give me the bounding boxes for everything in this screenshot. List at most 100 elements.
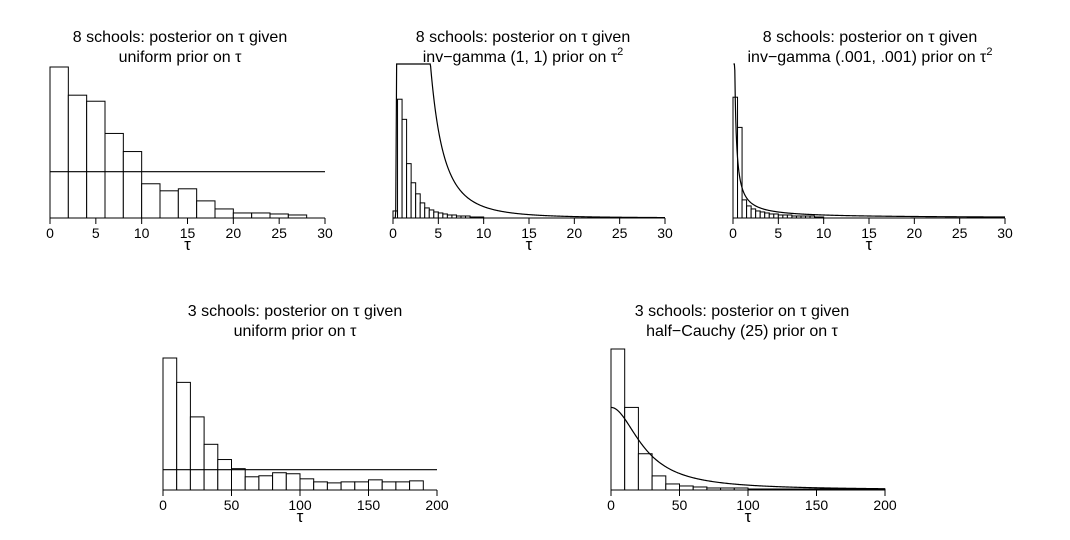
panel-8-schools-invgamma-1-1: 8 schools: posterior on τ giveninv−gamma… — [389, 29, 673, 254]
histogram-bar — [409, 480, 424, 491]
histogram-bar — [410, 182, 417, 219]
histogram-bar — [433, 211, 439, 219]
x-tick-label: 20 — [567, 225, 583, 241]
histogram-bar — [381, 481, 397, 491]
histogram-bar — [285, 473, 301, 491]
x-tick-label: 15 — [180, 225, 196, 241]
histogram-bar — [203, 443, 219, 491]
histogram-bar — [189, 416, 205, 491]
histogram-bar — [49, 66, 69, 219]
histogram-bar — [244, 476, 260, 491]
histogram-bar — [272, 472, 287, 491]
histogram-bar — [428, 209, 435, 219]
histogram-bar — [665, 483, 680, 491]
histogram-bar — [750, 208, 757, 219]
x-tick-label: 10 — [816, 225, 832, 241]
histogram-bar — [313, 481, 328, 491]
panel-8-schools-invgamma-001: 8 schools: posterior on τ giveninv−gamma… — [729, 29, 1013, 254]
x-tick-label: 5 — [92, 225, 100, 241]
x-tick-label: 100 — [288, 497, 312, 513]
histogram-bar — [737, 126, 743, 219]
histogram-bar — [232, 212, 253, 219]
chart-title-line-2: uniform prior on τ — [119, 49, 242, 66]
histogram-bar — [741, 199, 748, 219]
chart-title-line-2: inv−gamma (1, 1) prior on τ2 — [423, 46, 624, 66]
histogram-bar — [258, 475, 274, 491]
histogram-bar — [395, 481, 411, 491]
x-tick-label: 0 — [159, 497, 167, 513]
histogram-bar — [610, 348, 626, 491]
histogram-bar — [637, 453, 653, 491]
histogram-bar — [104, 132, 124, 219]
x-axis-label: τ — [526, 235, 533, 254]
chart-title-line-2-text: uniform prior on τ — [234, 323, 357, 340]
histogram-bar — [214, 208, 234, 219]
chart-title-line-2-text: uniform prior on τ — [119, 49, 242, 66]
x-tick-label: 0 — [729, 225, 737, 241]
chart-title-line-2: uniform prior on τ — [234, 323, 357, 340]
x-axis-label: τ — [184, 235, 191, 254]
x-axis-label: τ — [745, 507, 752, 526]
chart-title-line-2: inv−gamma (.001, .001) prior on τ2 — [747, 46, 992, 66]
x-tick-label: 5 — [774, 225, 782, 241]
x-tick-label: 30 — [657, 225, 673, 241]
chart-title-line-2-text: inv−gamma (1, 1) prior on τ — [423, 49, 618, 66]
histogram-bar — [415, 193, 421, 219]
histogram-bar — [764, 212, 770, 219]
x-tick-label: 25 — [612, 225, 628, 241]
x-tick-label: 150 — [805, 497, 829, 513]
histogram-bar — [746, 205, 752, 219]
histogram-bar — [159, 190, 179, 219]
histogram-bar — [773, 213, 779, 219]
chart-title-line-1: 3 schools: posterior on τ given — [635, 303, 849, 320]
x-tick-label: 0 — [607, 497, 615, 513]
histogram-bar — [679, 485, 694, 491]
x-tick-label: 15 — [861, 225, 877, 241]
x-tick-label: 200 — [425, 497, 449, 513]
chart-title-line-2-text: half−Cauchy (25) prior on τ — [646, 323, 838, 340]
histogram-bar — [141, 183, 161, 219]
histogram-bar — [768, 213, 775, 219]
prior-density-curve — [393, 63, 666, 219]
x-tick-label: 0 — [46, 225, 54, 241]
chart-title-line-2: half−Cauchy (25) prior on τ — [646, 323, 838, 340]
histogram-bar — [217, 459, 233, 491]
chart-title-line-1: 3 schools: posterior on τ given — [188, 303, 402, 320]
x-tick-label: 5 — [434, 225, 442, 241]
histogram-bar — [122, 151, 143, 219]
histogram-bar — [251, 212, 271, 219]
x-tick-label: 50 — [672, 497, 688, 513]
x-tick-label: 20 — [226, 225, 242, 241]
histogram-bar — [442, 213, 448, 219]
x-tick-label: 200 — [873, 497, 897, 513]
histogram-bar — [177, 188, 198, 219]
x-axis-label: τ — [866, 235, 873, 254]
chart-title-line-1: 8 schools: posterior on τ given — [73, 29, 287, 46]
chart-title-line-1: 8 schools: posterior on τ given — [763, 29, 977, 46]
histogram-bar — [196, 200, 216, 219]
panel-8-schools-uniform: 8 schools: posterior on τ given uniform p… — [46, 29, 333, 254]
histogram-bar — [67, 94, 88, 219]
x-tick-label: 150 — [357, 497, 381, 513]
panel-3-schools-halfcauchy: 3 schools: posterior on τ given half−Cauc… — [607, 303, 897, 526]
prior-density-curve — [733, 63, 1005, 218]
chart-title-line-1: 8 schools: posterior on τ given — [416, 29, 630, 46]
chart-title-line-2-text: inv−gamma (.001, .001) prior on τ — [747, 49, 987, 66]
x-tick-label: 10 — [134, 225, 150, 241]
x-tick-label: 50 — [224, 497, 240, 513]
x-axis-label: τ — [297, 507, 304, 526]
histogram-bar — [397, 98, 403, 219]
histogram-bar — [406, 163, 412, 219]
x-tick-label: 100 — [736, 497, 760, 513]
histogram-bar — [759, 211, 766, 219]
histogram-bar — [755, 210, 761, 219]
histogram-bar — [651, 475, 667, 491]
x-tick-label: 20 — [907, 225, 923, 241]
x-tick-label: 25 — [952, 225, 968, 241]
chart-title-superscript: 2 — [986, 46, 992, 58]
histogram-bar — [437, 212, 444, 219]
histogram-bar — [231, 468, 246, 491]
prior-density-curve — [610, 406, 886, 490]
panel-3-schools-uniform: 3 schools: posterior on τ given uniform p… — [159, 303, 449, 526]
x-tick-label: 30 — [997, 225, 1013, 241]
